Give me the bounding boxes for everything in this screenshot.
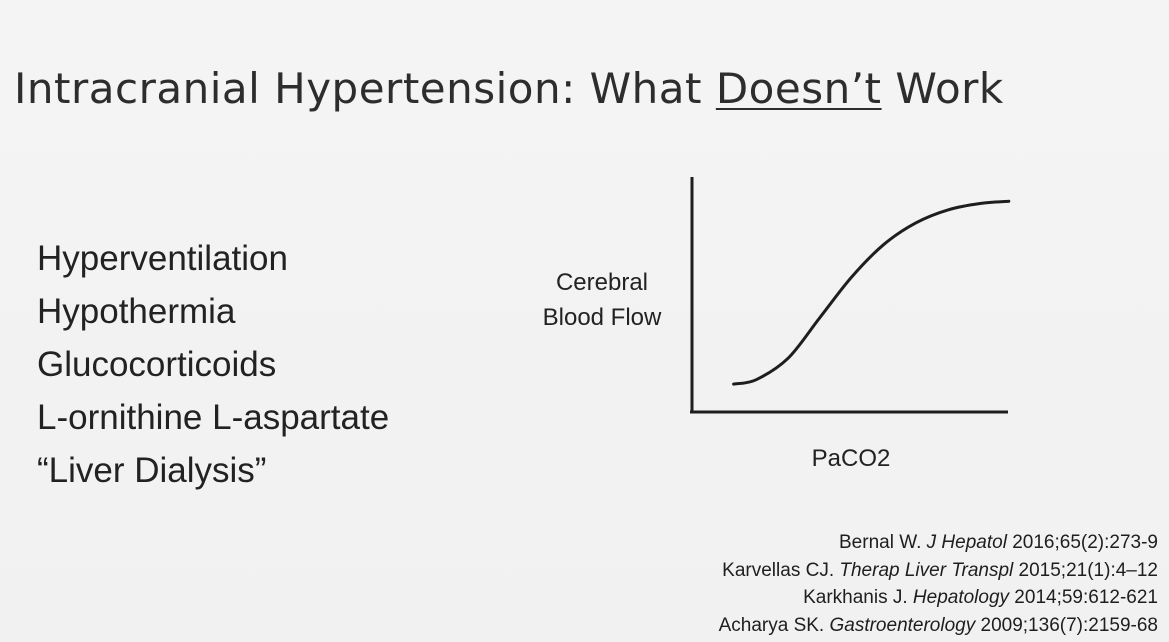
- references: Bernal W. J Hepatol 2016;65(2):273-9 Kar…: [719, 529, 1158, 639]
- bullet-item: “Liver Dialysis”: [37, 451, 267, 490]
- reference-item: Karkhanis J. Hepatology 2014;59:612-621: [803, 587, 1158, 608]
- reference-item: Acharya SK. Gastroenterology 2009;136(7)…: [718, 614, 1158, 636]
- bullet-item: Hyperventilation: [37, 239, 288, 278]
- y-axis-label-line-1: Cerebral: [556, 269, 648, 296]
- x-axis-label: PaCO2: [812, 445, 891, 472]
- bullet-item: L-ornithine L-aspartate: [37, 398, 390, 437]
- slide-title: Intracranial Hypertension: What Doesn’t …: [14, 64, 1004, 113]
- series-line: [732, 199, 1011, 386]
- title-part-2: Work: [881, 64, 1004, 114]
- y-axis-label-line-2: Blood Flow: [543, 304, 662, 331]
- title-emphasis: Doesn’t: [715, 64, 882, 114]
- bullet-item: Hypothermia: [37, 292, 236, 331]
- bullet-item: Glucocorticoids: [37, 345, 277, 384]
- reference-item: Karvellas CJ. Therap Liver Transpl 2015;…: [722, 559, 1158, 581]
- title-part-1: Intracranial Hypertension: What: [14, 64, 716, 114]
- reference-item: Bernal W. J Hepatol 2016;65(2):273-9: [839, 532, 1158, 553]
- bullet-list: Hyperventilation Hypothermia Glucocortic…: [37, 232, 389, 497]
